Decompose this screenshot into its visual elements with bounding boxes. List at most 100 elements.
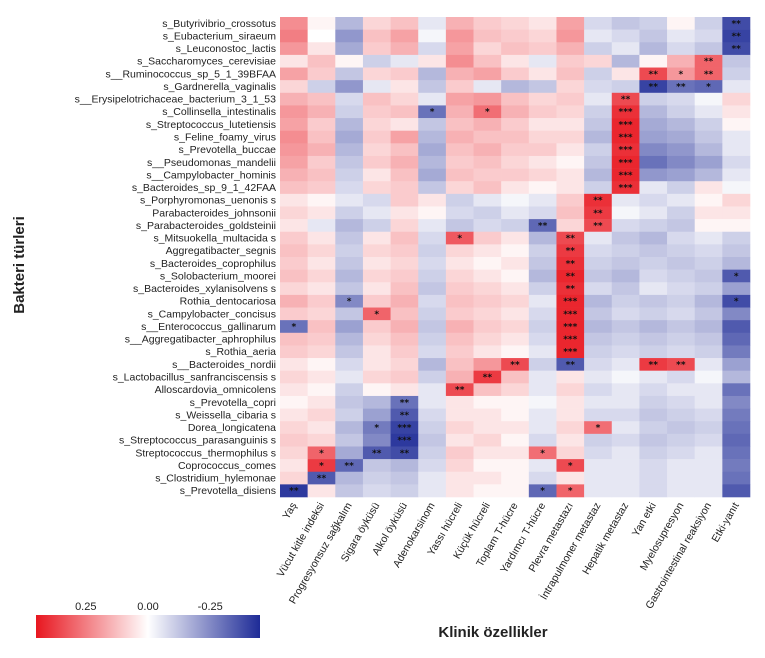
heatmap-cell (473, 17, 502, 30)
significance-marker: *** (619, 171, 633, 181)
significance-marker: ** (649, 70, 659, 80)
heatmap-cell (584, 17, 613, 30)
heatmap-cell (722, 484, 751, 498)
significance-marker: * (568, 461, 573, 471)
heatmap-cell (473, 294, 502, 308)
heatmap-cell (528, 307, 557, 321)
heatmap-cell (445, 155, 474, 169)
row-label: s_Prevotella_copri (190, 397, 276, 409)
heatmap-cell (501, 80, 530, 94)
heatmap-cell (335, 358, 364, 371)
heatmap-cell (445, 67, 474, 81)
heatmap-cell (667, 219, 696, 233)
heatmap-cell (418, 168, 447, 182)
heatmap-cell (556, 446, 585, 460)
heatmap-cell (694, 42, 723, 56)
heatmap-cell (528, 219, 557, 233)
heatmap-cell (667, 92, 696, 106)
heatmap-cell (639, 168, 668, 182)
heatmap-cell (667, 459, 696, 473)
heatmap-cell (501, 383, 530, 397)
heatmap-cell (335, 143, 364, 157)
row-label: s_Bacteroides_sp_9_1_42FAA (132, 182, 276, 194)
heatmap-cell (584, 206, 613, 220)
heatmap-cell (667, 433, 696, 447)
heatmap-cell (307, 459, 336, 473)
heatmap-cell (307, 29, 336, 43)
significance-marker: *** (619, 120, 633, 130)
heatmap-cell (611, 17, 640, 30)
significance-marker: ** (731, 19, 741, 29)
heatmap-cell (362, 332, 391, 346)
significance-marker: * (374, 310, 379, 320)
heatmap-cell (362, 231, 391, 245)
heatmap-cell (611, 244, 640, 258)
heatmap-cell (667, 244, 696, 258)
heatmap-cell (445, 105, 474, 119)
heatmap-cell (667, 383, 696, 397)
heatmap-cell (667, 294, 696, 308)
heatmap-cell (335, 421, 364, 435)
significance-marker: *** (619, 146, 633, 156)
heatmap-cell (418, 320, 447, 334)
heatmap-cell (694, 459, 723, 473)
heatmap-cell (722, 282, 751, 296)
heatmap-cell (390, 370, 419, 384)
heatmap-cell (722, 17, 751, 30)
significance-marker: ** (317, 474, 327, 484)
heatmap-cell (335, 130, 364, 144)
heatmap-cell (611, 257, 640, 270)
heatmap-cell (722, 408, 751, 422)
heatmap-cell (556, 193, 585, 207)
heatmap-cell (556, 219, 585, 233)
heatmap-cell (501, 206, 530, 220)
heatmap-cell (694, 219, 723, 233)
heatmap-cell (445, 17, 474, 30)
heatmap-cell (501, 471, 530, 485)
heatmap-cell (584, 42, 613, 56)
heatmap-cell (390, 155, 419, 169)
significance-marker: ** (400, 411, 410, 421)
heatmap-cell (445, 118, 474, 131)
heatmap-cell (418, 383, 447, 397)
colorbar-ticks: 0.25 0.00 -0.25 (75, 601, 223, 613)
heatmap-cell (639, 67, 668, 81)
heatmap-cell (280, 433, 308, 447)
colorbar-tick-label: 0.25 (75, 601, 96, 613)
heatmap-cell (528, 282, 557, 296)
heatmap-cell (390, 294, 419, 308)
heatmap-cell (362, 67, 391, 81)
significance-markers: ********** * **** ** **** * ******************… (289, 19, 741, 496)
heatmap-cell (722, 193, 751, 207)
significance-marker: *** (563, 322, 577, 332)
heatmap-cell (280, 370, 308, 384)
heatmap-cell (501, 421, 530, 435)
heatmap-cell (335, 219, 364, 233)
significance-marker: ** (731, 45, 741, 55)
significance-marker: * (679, 70, 684, 80)
significance-marker: * (430, 108, 435, 118)
heatmap-cell (556, 320, 585, 334)
heatmap-cell (418, 206, 447, 220)
heatmap-cell (639, 471, 668, 485)
heatmap-cell (528, 17, 557, 30)
heatmap-cell (280, 358, 308, 371)
heatmap-cell (584, 395, 613, 409)
heatmap-cell (307, 307, 336, 321)
heatmap-cell (639, 370, 668, 384)
heatmap-cell (694, 345, 723, 359)
heatmap-cell (501, 294, 530, 308)
heatmap-cell (528, 433, 557, 447)
heatmap-cell (611, 345, 640, 359)
heatmap-cell (445, 282, 474, 296)
heatmap-cell (335, 471, 364, 485)
heatmap-cell (722, 383, 751, 397)
heatmap-cell (418, 193, 447, 207)
heatmap-cell (473, 67, 502, 81)
heatmap-cell (307, 408, 336, 422)
heatmap-cell (667, 118, 696, 131)
heatmap-cell (694, 92, 723, 106)
heatmap-cell (362, 282, 391, 296)
significance-marker: ** (400, 398, 410, 408)
heatmap-cell (722, 219, 751, 233)
